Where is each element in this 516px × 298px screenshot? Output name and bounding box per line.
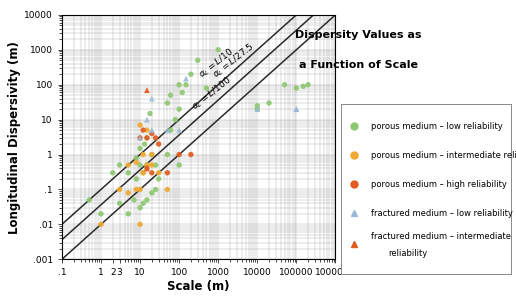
Point	[132, 187, 140, 192]
Point	[253, 103, 262, 108]
Point	[175, 128, 183, 133]
Point	[143, 117, 151, 122]
Point	[97, 222, 105, 227]
Point	[140, 142, 149, 146]
Point	[148, 152, 156, 157]
Point	[136, 136, 144, 140]
Point	[124, 212, 133, 216]
Text: porous medium – low reliability: porous medium – low reliability	[371, 122, 503, 131]
Point	[304, 82, 312, 87]
Point	[139, 170, 147, 175]
Point	[124, 190, 133, 195]
Point	[139, 152, 147, 157]
Text: Dispersity Values as: Dispersity Values as	[295, 30, 422, 40]
Point	[182, 82, 190, 87]
Point	[143, 136, 151, 140]
Point	[116, 201, 124, 206]
Point	[163, 170, 171, 175]
Point	[124, 163, 133, 167]
Y-axis label: Longitudinal Dispersivity (m): Longitudinal Dispersivity (m)	[8, 41, 21, 234]
Point	[194, 58, 202, 63]
Point	[148, 190, 156, 195]
Point	[132, 160, 140, 165]
Point	[166, 93, 174, 98]
Point	[146, 111, 154, 116]
Point	[171, 117, 180, 122]
Point	[143, 166, 151, 171]
Text: porous medium – high reliability: porous medium – high reliability	[371, 180, 507, 189]
Point	[130, 198, 138, 202]
Point	[280, 82, 288, 87]
Point	[148, 163, 156, 167]
Text: $\alpha_L = L/100$: $\alpha_L = L/100$	[190, 74, 235, 114]
Point	[152, 163, 160, 167]
Point	[124, 170, 133, 175]
Point	[136, 146, 144, 151]
Point	[155, 170, 163, 175]
Point	[143, 166, 151, 171]
Point	[143, 128, 151, 133]
Point	[163, 128, 171, 133]
Point	[163, 101, 171, 105]
Text: $\alpha_L = L/10$: $\alpha_L = L/10$	[196, 45, 237, 81]
Point	[143, 136, 151, 140]
Text: a Function of Scale: a Function of Scale	[299, 60, 418, 70]
Point	[97, 212, 105, 216]
Point	[299, 84, 308, 89]
Point	[253, 107, 262, 111]
Point	[132, 176, 140, 181]
Point	[182, 76, 190, 81]
Point	[148, 131, 156, 136]
Point	[152, 136, 160, 140]
X-axis label: Scale (m): Scale (m)	[167, 280, 230, 293]
Point	[166, 128, 174, 133]
Point	[136, 222, 144, 227]
Point	[109, 170, 117, 175]
Point	[136, 187, 144, 192]
Point	[265, 101, 273, 105]
Point	[292, 86, 300, 91]
Point	[143, 88, 151, 92]
Point	[136, 123, 144, 128]
Point	[202, 86, 211, 91]
Point	[175, 163, 183, 167]
Point	[175, 82, 183, 87]
Text: reliability: reliability	[388, 249, 427, 258]
Point	[155, 176, 163, 181]
Point	[143, 163, 151, 167]
Point	[116, 163, 124, 167]
Text: $\alpha_L = L/27.5$: $\alpha_L = L/27.5$	[211, 40, 257, 81]
Point	[175, 107, 183, 111]
Text: fractured medium – low reliability: fractured medium – low reliability	[371, 209, 513, 218]
Point	[85, 198, 93, 202]
Point	[292, 107, 300, 111]
Point	[139, 170, 147, 175]
Point	[139, 128, 147, 133]
Text: fractured medium – intermediate: fractured medium – intermediate	[371, 232, 511, 241]
Point	[136, 163, 144, 167]
Point	[175, 152, 183, 157]
Point	[187, 72, 195, 77]
Point	[152, 187, 160, 192]
Point	[143, 198, 151, 202]
Point	[155, 142, 163, 146]
Point	[148, 96, 156, 101]
Point	[163, 152, 171, 157]
Point	[132, 156, 140, 160]
Point	[139, 201, 147, 206]
Text: porous medium – intermediate reliability: porous medium – intermediate reliability	[371, 151, 516, 160]
Point	[148, 152, 156, 157]
Point	[116, 187, 124, 192]
Point	[214, 47, 222, 52]
Point	[292, 107, 300, 111]
Point	[163, 187, 171, 192]
Point	[143, 163, 151, 167]
Point	[187, 152, 195, 157]
Point	[148, 128, 156, 133]
Point	[148, 170, 156, 175]
Point	[253, 107, 262, 111]
Point	[136, 136, 144, 140]
Point	[178, 90, 186, 95]
Point	[136, 205, 144, 210]
